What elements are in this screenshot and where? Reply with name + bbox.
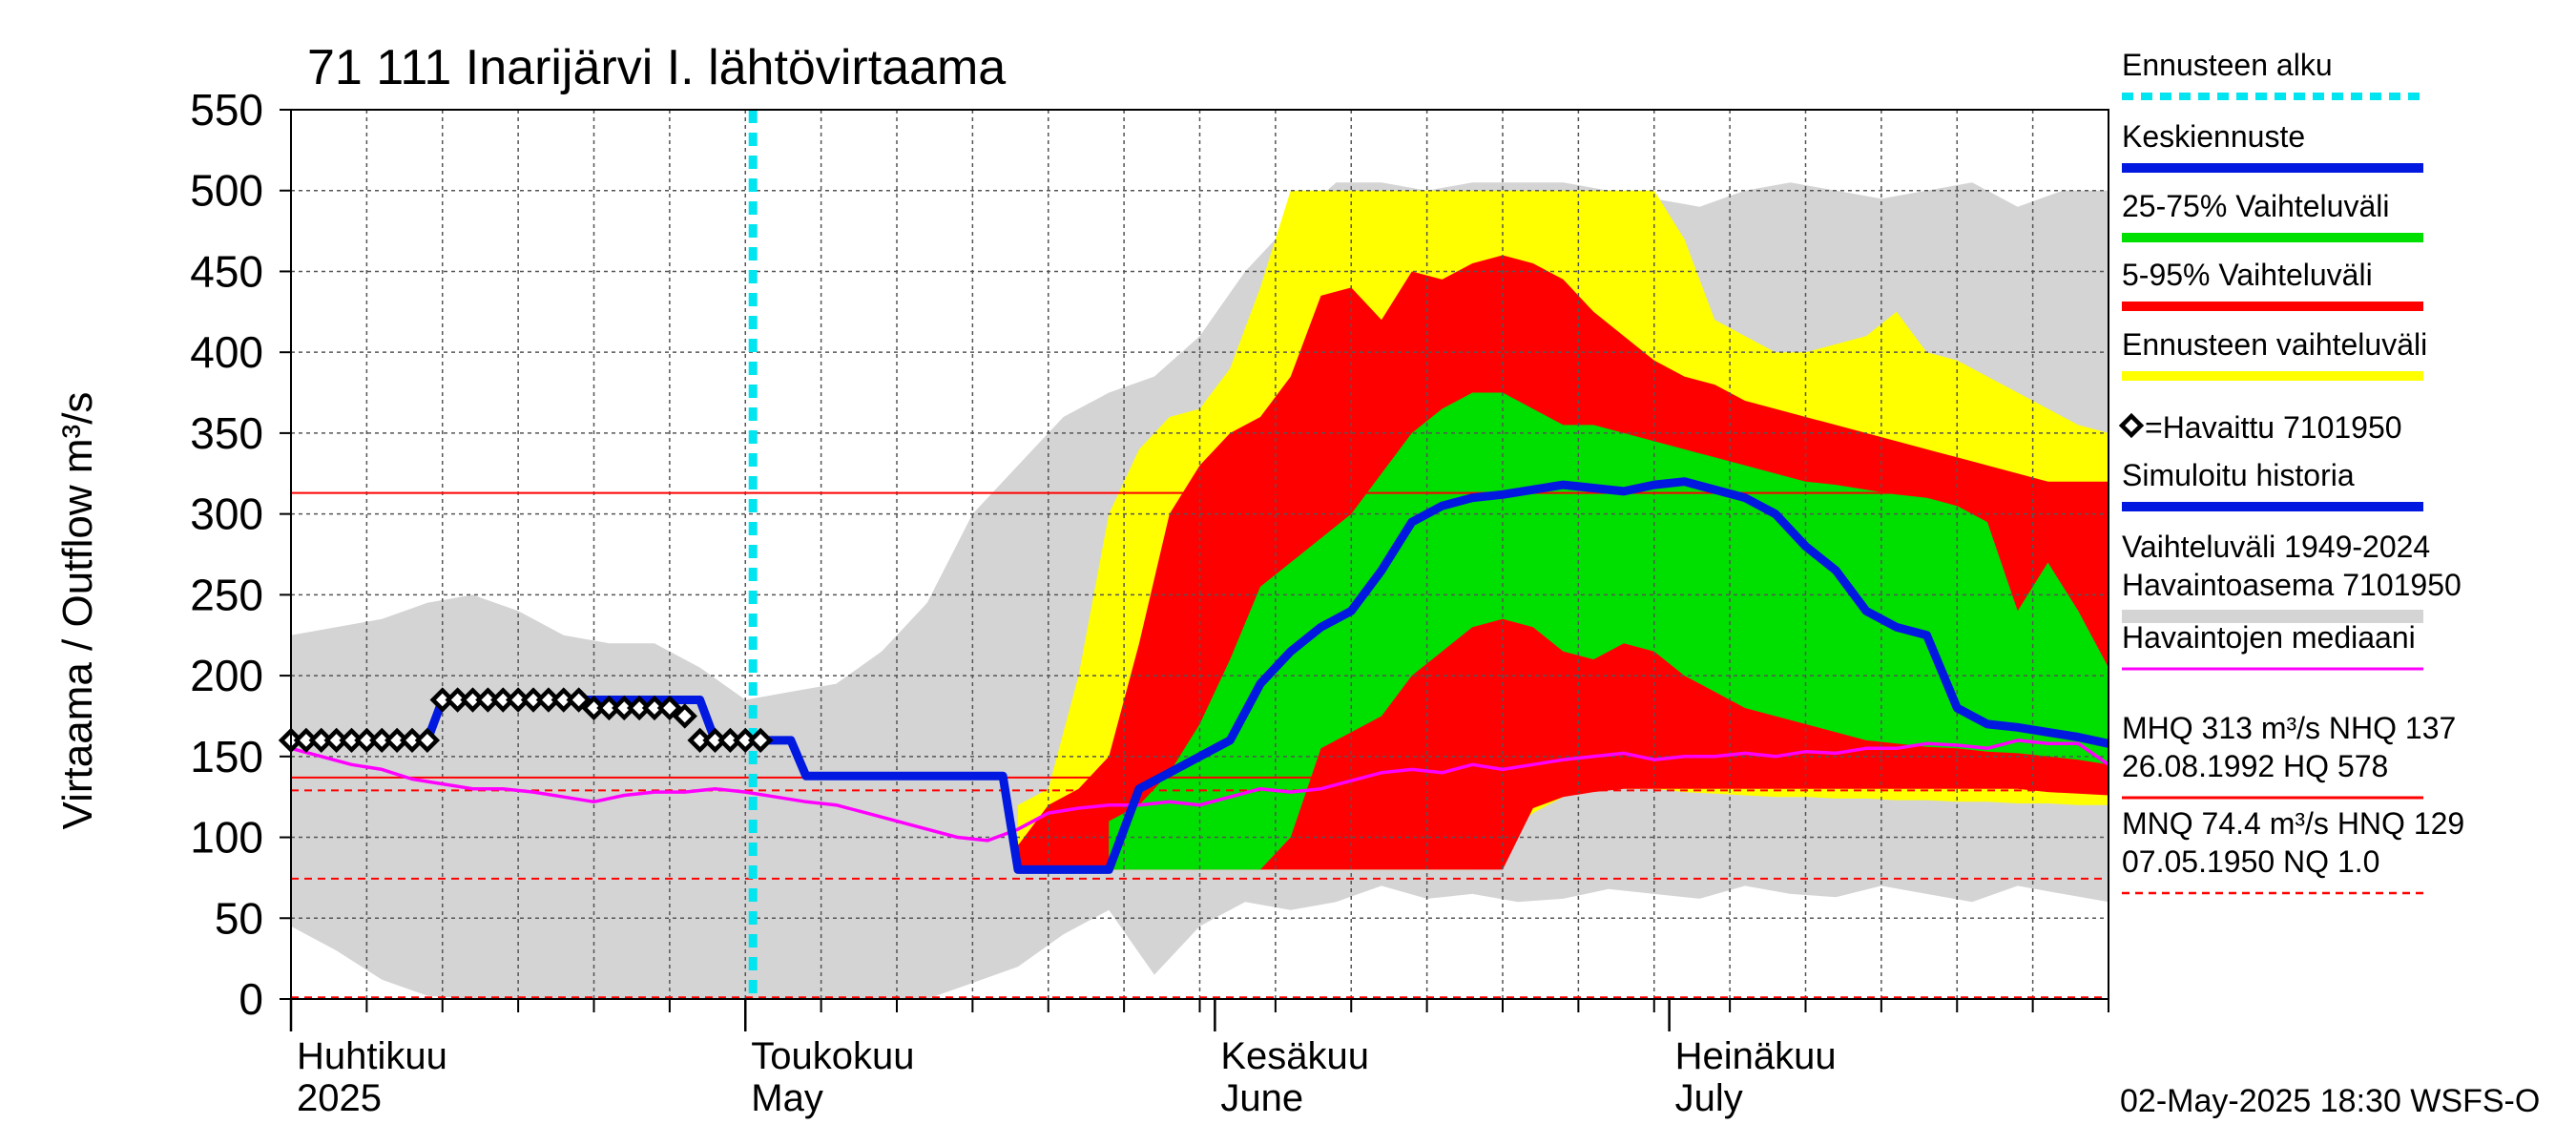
legend-item: Ennusteen vaihteluväli [2122, 327, 2427, 381]
legend-label: 26.08.1992 HQ 578 [2122, 749, 2388, 783]
legend-item: Vaihteluväli 1949-2024 Havaintoasema 710… [2122, 530, 2462, 623]
observed-point [414, 727, 441, 754]
y-tick-label: 350 [190, 408, 263, 458]
legend-label: =Havaittu 7101950 [2145, 410, 2402, 445]
month-label-sub: June [1220, 1077, 1303, 1119]
legend-label: Simuloitu historia [2122, 458, 2355, 492]
legend-label: Ennusteen vaihteluväli [2122, 327, 2427, 362]
y-axis-label: Virtaama / Outflow m³/s [54, 392, 101, 830]
line-havaintojen-mediaani [291, 739, 2109, 843]
month-label-sub: 2025 [297, 1077, 382, 1119]
legend-item: Keskiennuste [2122, 119, 2423, 173]
observed-point [672, 703, 697, 729]
y-tick-label: 50 [215, 893, 263, 943]
month-label: Toukokuu [751, 1035, 914, 1077]
month-label: Heinäkuu [1675, 1035, 1837, 1077]
legend-label: Ennusteen alku [2122, 48, 2333, 82]
chart-title: 71 111 Inarijärvi I. lähtövirtaama [307, 40, 1006, 95]
legend-label: 5-95% Vaihteluväli [2122, 258, 2373, 292]
month-label: Kesäkuu [1220, 1035, 1369, 1077]
y-tick-label: 250 [190, 570, 263, 619]
legend-label: 07.05.1950 NQ 1.0 [2122, 844, 2379, 879]
legend-label: MHQ 313 m³/s NHQ 137 [2122, 711, 2456, 745]
legend-item: =Havaittu 7101950 [2118, 410, 2402, 445]
y-tick-label: 500 [190, 166, 263, 216]
month-label-sub: May [751, 1077, 823, 1119]
legend-item: Ennusteen alku [2122, 48, 2423, 100]
band-25-75-vaihteluv-li [1109, 392, 2109, 870]
footer-timestamp: 02-May-2025 18:30 WSFS-O [2120, 1083, 2540, 1119]
y-tick-label: 300 [190, 489, 263, 539]
legend-label: Havaintoasema 7101950 [2122, 568, 2462, 602]
line-keskiennuste [753, 477, 2109, 874]
month-label: Huhtikuu [297, 1035, 447, 1077]
legend-label: Vaihteluväli 1949-2024 [2122, 530, 2430, 564]
y-tick-label: 200 [190, 651, 263, 700]
y-tick-label: 450 [190, 246, 263, 296]
observed-point [747, 727, 774, 754]
legend-marker [2118, 412, 2145, 439]
legend-label: MNQ 74.4 m³/s HNQ 129 [2122, 806, 2464, 841]
legend-item: Simuloitu historia [2122, 458, 2423, 511]
observed-point [656, 695, 683, 721]
y-tick-label: 0 [239, 974, 263, 1024]
observed-point [566, 687, 592, 713]
legend-item: 25-75% Vaihteluväli [2122, 189, 2423, 242]
y-tick-label: 400 [190, 327, 263, 377]
legend-item: Havaintojen mediaani [2122, 620, 2423, 671]
legend-label: Havaintojen mediaani [2122, 620, 2416, 655]
legend-label: 25-75% Vaihteluväli [2122, 189, 2389, 223]
month-label-sub: July [1675, 1077, 1743, 1119]
legend-item: MHQ 313 m³/s NHQ 137 26.08.1992 HQ 578 [2122, 711, 2456, 800]
svg-text:Virtaama / Outflow m³/s: Virtaama / Outflow m³/s [54, 392, 101, 830]
y-tick-label: 150 [190, 732, 263, 781]
legend-item: 5-95% Vaihteluväli [2122, 258, 2423, 311]
legend-label: Keskiennuste [2122, 119, 2305, 154]
y-tick-label: 550 [190, 85, 263, 135]
y-tick-label: 100 [190, 813, 263, 863]
